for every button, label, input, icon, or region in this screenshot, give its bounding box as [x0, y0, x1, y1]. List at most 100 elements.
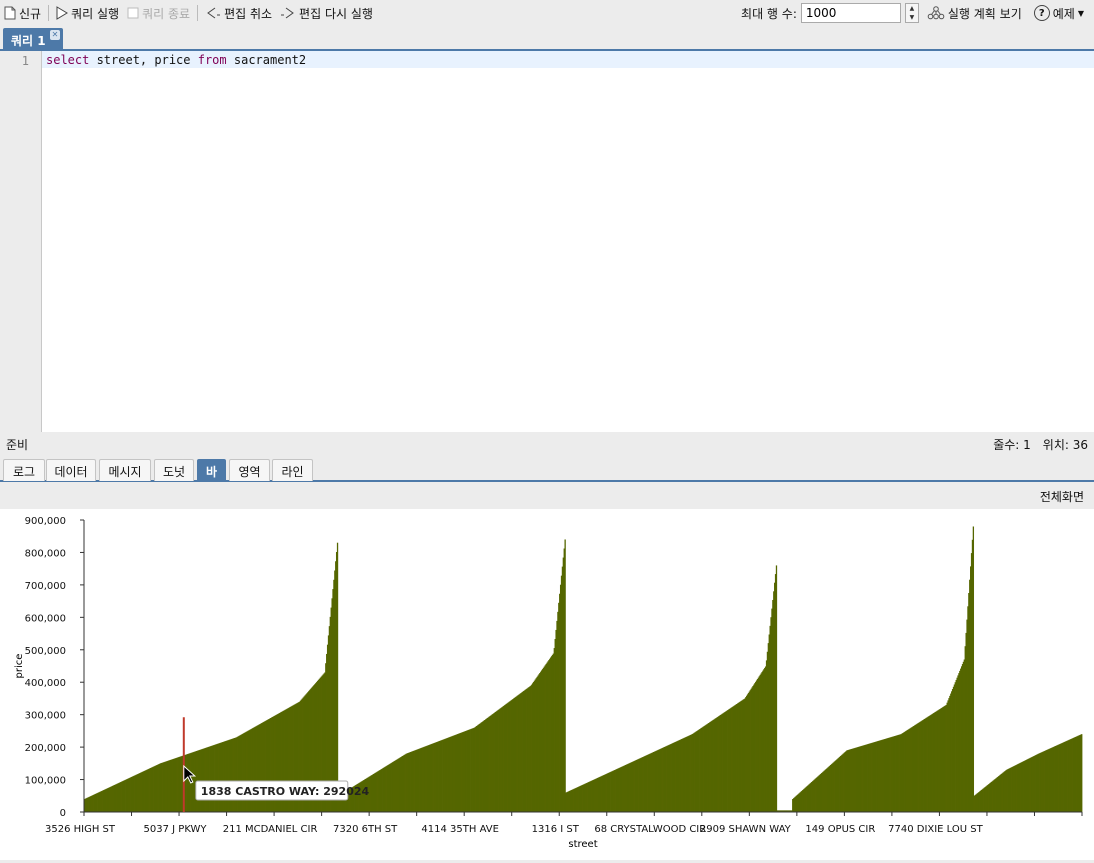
tab-bar[interactable]: 바 [197, 459, 226, 481]
bar[interactable] [883, 739, 885, 812]
bar[interactable] [173, 758, 175, 812]
bar[interactable] [783, 810, 786, 812]
bar[interactable] [176, 757, 178, 812]
bar[interactable] [401, 756, 403, 812]
bar[interactable] [424, 746, 426, 812]
bar[interactable] [231, 738, 233, 812]
bar[interactable] [862, 745, 864, 812]
bar[interactable] [671, 743, 674, 812]
bar[interactable] [116, 783, 118, 812]
bar[interactable] [187, 753, 190, 812]
bar[interactable] [206, 747, 209, 812]
bar[interactable] [688, 735, 690, 812]
bar[interactable] [410, 751, 412, 812]
bar[interactable] [483, 720, 485, 812]
bar[interactable] [680, 739, 682, 812]
bar[interactable] [900, 734, 902, 812]
bar[interactable] [326, 644, 329, 812]
bar[interactable] [597, 777, 600, 812]
bar[interactable] [811, 781, 813, 812]
bar[interactable] [119, 782, 121, 812]
bar[interactable] [434, 742, 436, 812]
bar[interactable] [354, 785, 357, 812]
bar[interactable] [786, 810, 788, 812]
bar[interactable] [732, 706, 734, 812]
bar[interactable] [879, 740, 881, 812]
bar[interactable] [179, 756, 182, 812]
bar[interactable] [253, 727, 256, 812]
bar[interactable] [370, 775, 372, 812]
bar[interactable] [366, 777, 368, 812]
bar[interactable] [773, 591, 775, 812]
bar[interactable] [401, 756, 404, 812]
bar[interactable] [311, 687, 313, 812]
bar[interactable] [1055, 745, 1058, 812]
bar[interactable] [532, 682, 535, 812]
bar[interactable] [920, 721, 922, 812]
bar[interactable] [797, 794, 799, 812]
bar[interactable] [334, 570, 336, 812]
bar[interactable] [585, 783, 587, 812]
bar[interactable] [817, 776, 819, 812]
bar[interactable] [418, 748, 420, 812]
bar[interactable] [944, 705, 947, 812]
bar[interactable] [746, 695, 748, 812]
bar[interactable] [90, 796, 92, 812]
bar[interactable] [174, 758, 176, 812]
bar[interactable] [656, 750, 658, 812]
bar[interactable] [226, 740, 228, 812]
bar[interactable] [930, 714, 932, 812]
bar[interactable] [669, 744, 671, 812]
bar[interactable] [134, 775, 136, 812]
bar[interactable] [272, 716, 275, 812]
bar[interactable] [877, 740, 880, 812]
bar[interactable] [205, 747, 208, 812]
bar[interactable] [468, 729, 471, 812]
bar[interactable] [279, 712, 282, 812]
bar[interactable] [262, 722, 265, 812]
bar[interactable] [517, 695, 519, 812]
bar[interactable] [249, 729, 251, 812]
bar[interactable] [554, 639, 556, 812]
bar[interactable] [214, 744, 216, 812]
bar[interactable] [551, 654, 554, 812]
bar[interactable] [949, 695, 951, 812]
bar[interactable] [615, 769, 617, 812]
bar[interactable] [181, 755, 183, 812]
bar[interactable] [163, 762, 165, 812]
bar[interactable] [1067, 740, 1069, 812]
bar[interactable] [457, 733, 460, 812]
bar[interactable] [630, 762, 632, 812]
bar[interactable] [880, 740, 882, 812]
bar[interactable] [784, 810, 787, 812]
bar[interactable] [610, 771, 612, 812]
bar[interactable] [1068, 739, 1070, 812]
bar[interactable] [269, 718, 271, 812]
bar[interactable] [783, 810, 785, 812]
bar[interactable] [180, 756, 182, 812]
bar[interactable] [850, 749, 853, 812]
bar[interactable] [312, 686, 314, 812]
bar[interactable] [245, 731, 247, 812]
bar[interactable] [774, 582, 776, 812]
bar[interactable] [980, 789, 983, 812]
bar[interactable] [521, 692, 523, 812]
bar[interactable] [736, 703, 739, 812]
bar[interactable] [149, 768, 151, 812]
bar[interactable] [341, 793, 343, 812]
bar[interactable] [867, 743, 870, 812]
bar[interactable] [410, 751, 413, 812]
bar[interactable] [625, 764, 627, 812]
bar[interactable] [812, 780, 815, 812]
bar[interactable] [393, 761, 396, 812]
bar[interactable] [142, 771, 145, 812]
bar[interactable] [749, 690, 751, 812]
bar[interactable] [964, 646, 966, 812]
bar[interactable] [972, 526, 975, 812]
bar[interactable] [867, 744, 869, 812]
bar[interactable] [121, 781, 123, 812]
bar[interactable] [447, 737, 450, 813]
bar[interactable] [843, 752, 845, 812]
bar[interactable] [697, 730, 699, 812]
bar[interactable] [332, 589, 334, 812]
